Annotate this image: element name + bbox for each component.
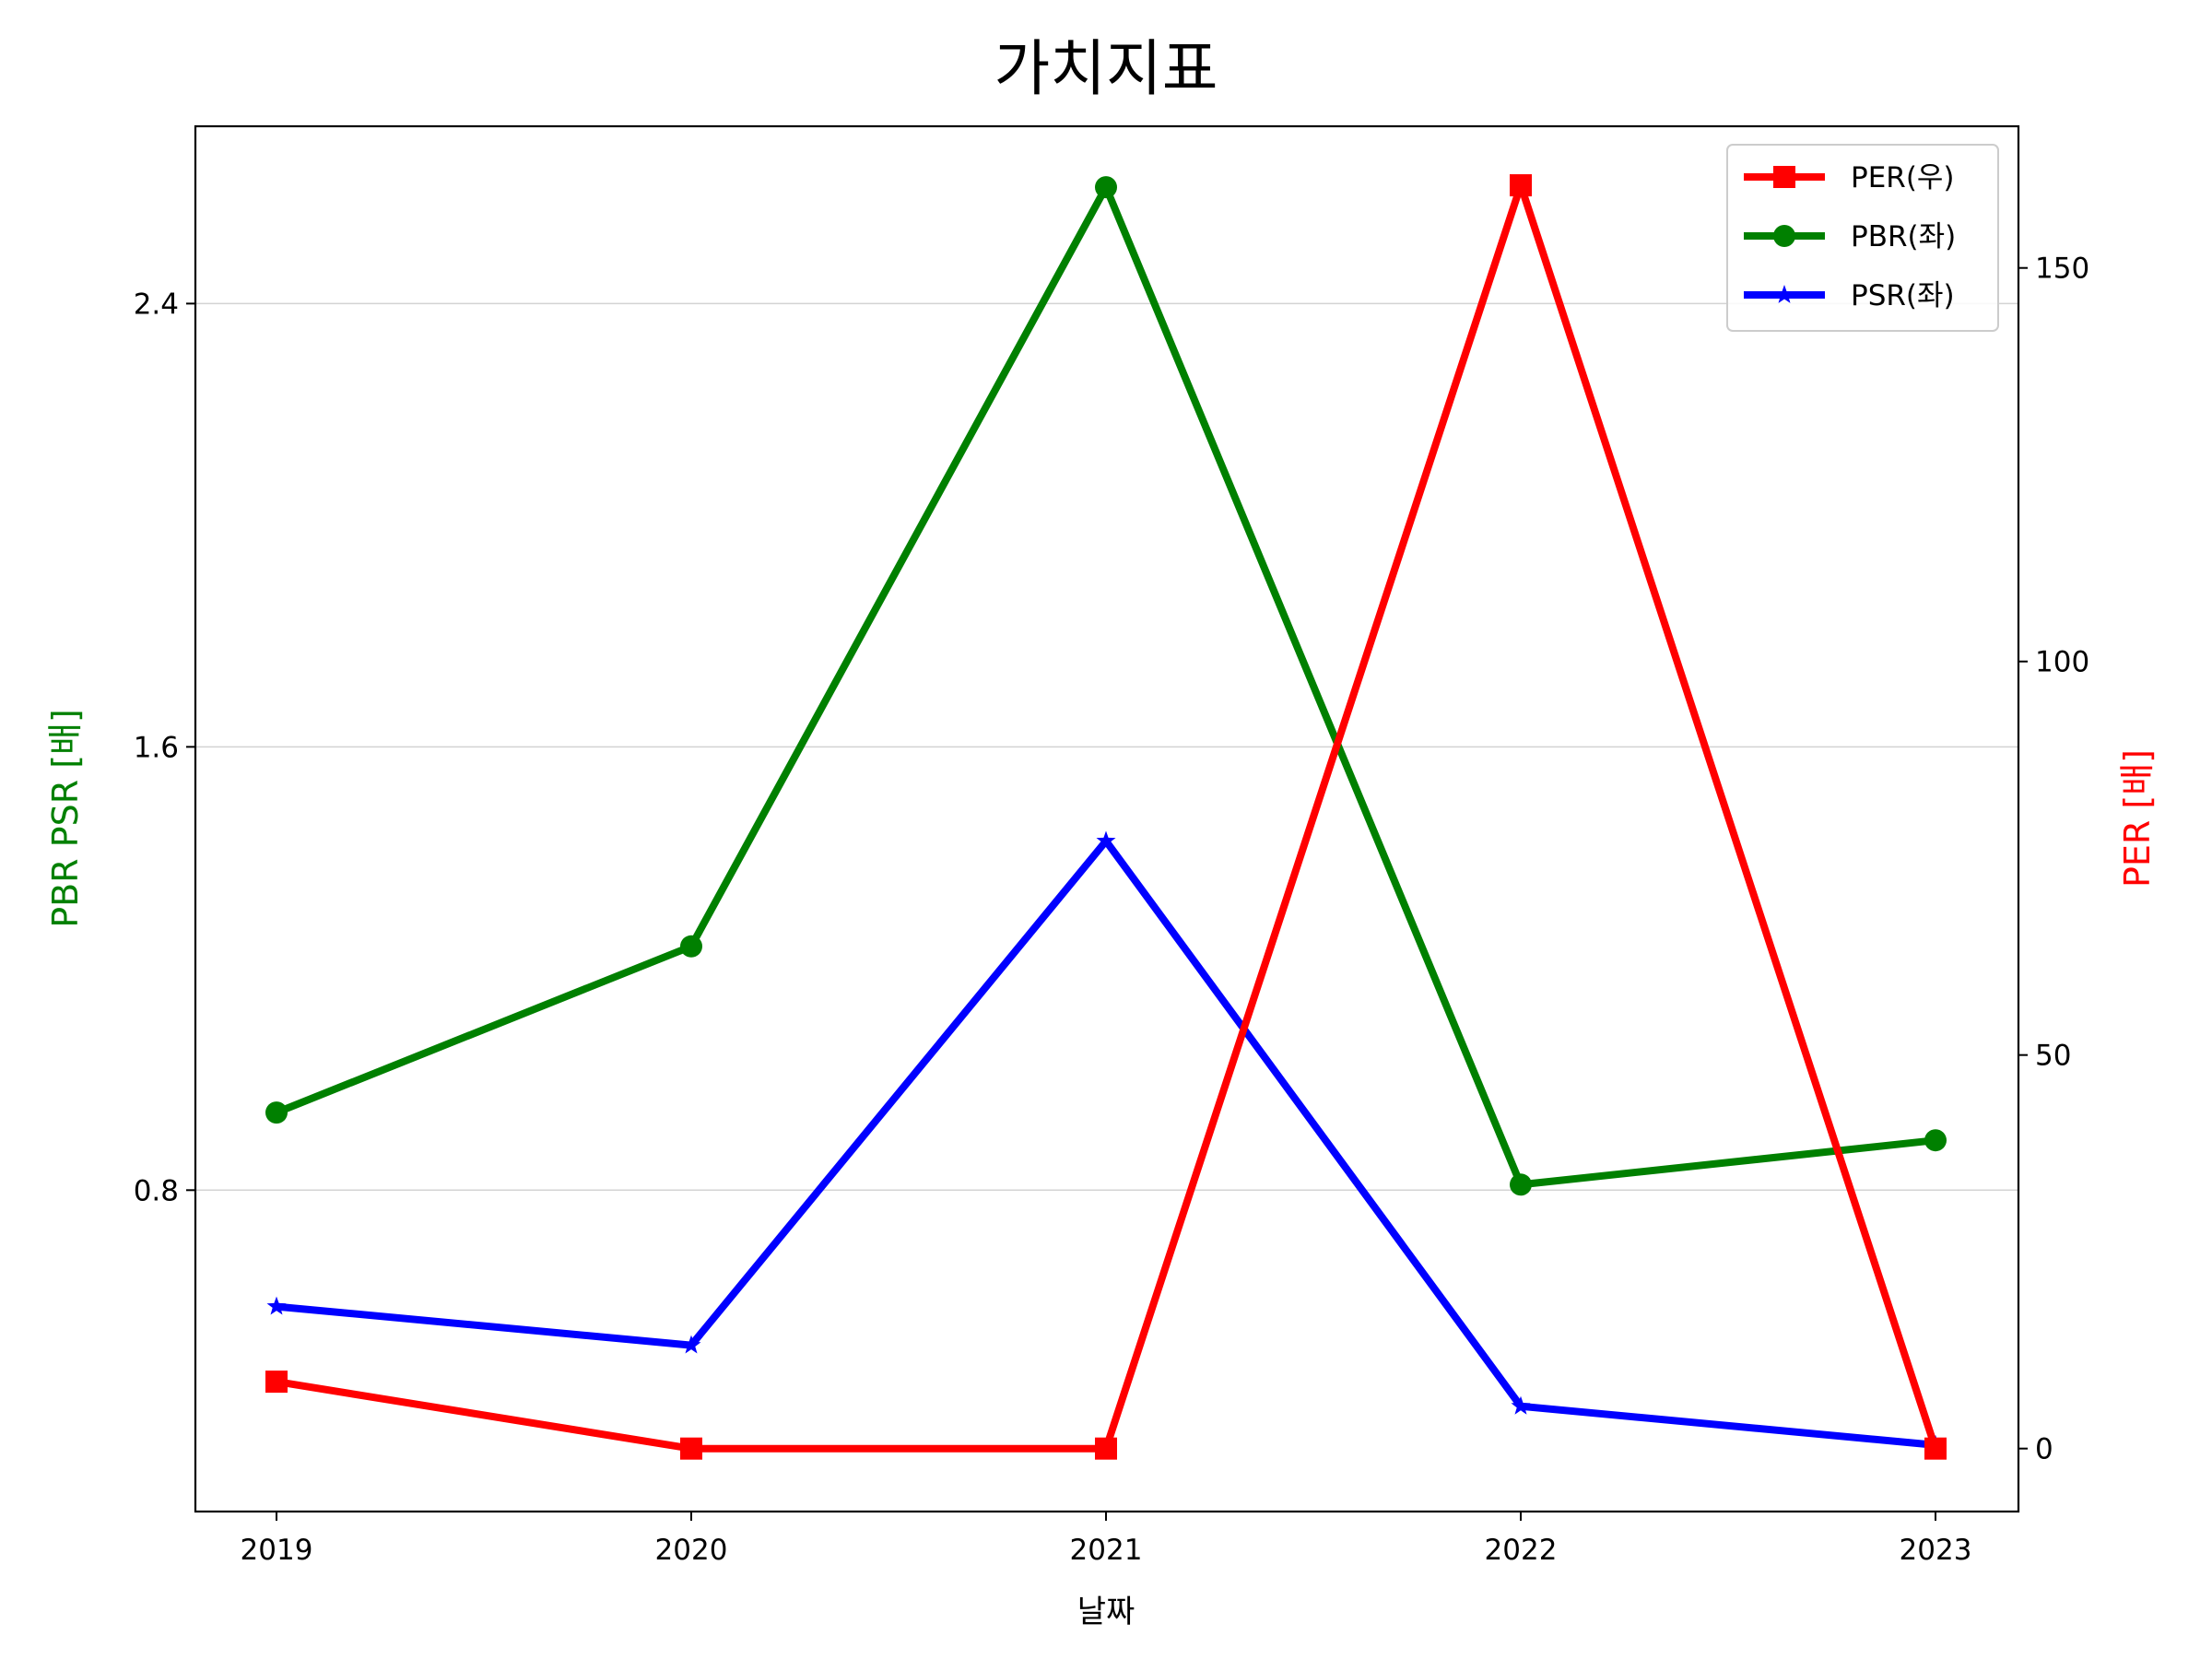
psr-point [1096, 830, 1116, 850]
legend-marker-per [1773, 166, 1795, 188]
psr-point [681, 1335, 701, 1354]
right-y-tick-label: 100 [2035, 646, 2089, 679]
pbr-point [1510, 1173, 1532, 1196]
left-y-tick-label: 1.6 [134, 731, 179, 764]
legend-label-per: PER(우) [1851, 161, 1955, 194]
legend-marker-pbr [1773, 225, 1795, 247]
psr-point [266, 1296, 287, 1315]
left-y-tick-label: 0.8 [134, 1174, 179, 1207]
chart-title: 가치지표 [994, 33, 1218, 104]
pbr-point [1924, 1129, 1947, 1152]
grid-lines [195, 302, 2018, 1192]
axes: 0.8 1.6 2.4 0 50 100 150 2019 2020 2021 2022 2023 [134, 253, 2089, 1567]
legend-frame [1726, 144, 1999, 332]
x-axis-label: 날짜 [1077, 1594, 1135, 1630]
legend-marker-psr [1774, 285, 1794, 303]
left-y-axis-label: PBR PSR [배] [45, 709, 86, 928]
series-layer [265, 174, 1947, 1460]
legend-label-psr: PSR(좌) [1851, 279, 1955, 312]
right-y-tick-label: 0 [2035, 1433, 2053, 1466]
right-y-tick-label: 150 [2035, 253, 2089, 286]
legend-swatches [1744, 166, 1825, 303]
per-point [1924, 1437, 1947, 1460]
left-y-tick-label: 2.4 [134, 288, 179, 321]
pbr-point [265, 1101, 288, 1124]
right-y-tick-label: 50 [2035, 1040, 2071, 1073]
per-point [265, 1371, 288, 1394]
legend: PER(우) PBR(좌) PSR(좌) [1726, 144, 1999, 332]
per-point [1095, 1437, 1117, 1460]
x-tick-label: 2019 [241, 1534, 313, 1567]
x-tick-label: 2023 [1900, 1534, 1972, 1567]
per-point [680, 1437, 702, 1460]
x-tick-label: 2021 [1070, 1534, 1143, 1567]
x-tick-label: 2020 [655, 1534, 728, 1567]
per-point [1510, 174, 1532, 197]
x-tick-label: 2022 [1485, 1534, 1558, 1567]
legend-label-pbr: PBR(좌) [1851, 220, 1956, 253]
right-y-axis-label: PER [배] [2117, 749, 2158, 888]
pbr-point [1095, 176, 1117, 199]
pbr-point [680, 935, 702, 958]
psr-point [1511, 1395, 1531, 1415]
